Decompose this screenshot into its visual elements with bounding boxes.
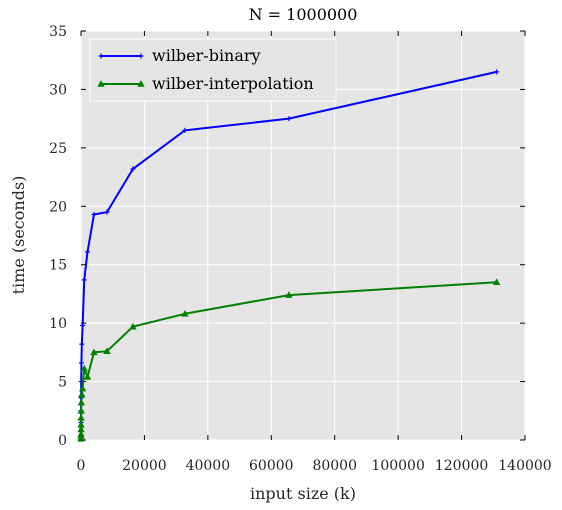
- y-tick-label: 0: [58, 433, 67, 449]
- legend-label-wilber-binary: wilber-binary: [152, 46, 261, 65]
- legend-marker-wilber-interpolation: [97, 80, 105, 87]
- data-point-wilber-binary: [81, 277, 87, 283]
- x-tick-label: 120000: [435, 458, 488, 474]
- data-point-wilber-binary: [79, 341, 85, 347]
- data-point-wilber-binary: [91, 211, 97, 217]
- data-point-wilber-binary: [286, 116, 292, 122]
- legend-marker-wilber-binary: [138, 53, 144, 59]
- y-tick-label: 30: [49, 82, 67, 98]
- data-point-wilber-binary: [78, 360, 84, 366]
- data-point-wilber-interpolation: [103, 347, 111, 354]
- series-layer: [77, 69, 501, 442]
- legend-box: [89, 38, 337, 102]
- axis-ticks: [80, 30, 526, 441]
- legend-entries: wilber-binary wilber-interpolation: [97, 46, 314, 93]
- data-point-wilber-interpolation: [80, 364, 88, 372]
- legend-label-wilber-interpolation: wilber-interpolation: [152, 74, 314, 93]
- data-point-wilber-interpolation: [181, 309, 189, 317]
- data-point-wilber-interpolation: [90, 348, 98, 356]
- y-tick-label: 35: [49, 24, 67, 40]
- legend-marker-wilber-binary: [98, 53, 104, 59]
- x-tick-label: 0: [77, 458, 86, 474]
- y-tick-label: 15: [49, 258, 67, 274]
- x-tick-label: 140000: [498, 458, 551, 474]
- data-point-wilber-binary: [182, 127, 188, 133]
- legend: wilber-binary wilber-interpolation: [89, 38, 337, 102]
- x-tick-label: 20000: [122, 458, 167, 474]
- y-tick-label: 10: [49, 316, 67, 332]
- data-point-wilber-interpolation: [78, 390, 86, 398]
- y-tick-label: 20: [49, 199, 67, 215]
- y-axis-label: time (seconds): [9, 176, 28, 295]
- x-tick-label: 100000: [371, 458, 424, 474]
- data-point-wilber-binary: [494, 69, 500, 75]
- data-point-wilber-interpolation: [78, 384, 87, 392]
- y-tick-labels: 0 5 10 15 20 25 30 35: [49, 24, 67, 449]
- data-point-wilber-interpolation: [285, 291, 293, 298]
- x-tick-label: 80000: [312, 458, 357, 474]
- data-point-wilber-interpolation: [77, 425, 85, 433]
- data-point-wilber-binary: [84, 249, 90, 255]
- x-tick-labels: 0 20000 40000 60000 80000 100000 120000 140000: [77, 458, 552, 474]
- data-point-wilber-interpolation: [77, 413, 85, 421]
- y-tick-label: 25: [49, 141, 67, 157]
- data-point-wilber-binary: [104, 209, 110, 215]
- data-point-wilber-interpolation: [77, 406, 85, 414]
- data-point-wilber-interpolation: [493, 278, 501, 286]
- data-point-wilber-interpolation: [77, 430, 85, 437]
- data-point-wilber-binary: [80, 322, 86, 328]
- legend-marker-wilber-interpolation: [137, 80, 145, 87]
- x-axis-label: input size (k): [250, 484, 356, 503]
- y-tick-label: 5: [58, 375, 67, 391]
- data-point-wilber-interpolation: [83, 373, 92, 380]
- data-point-wilber-interpolation: [77, 420, 85, 428]
- data-point-wilber-interpolation: [129, 322, 137, 330]
- chart-title: N = 1000000: [249, 5, 358, 24]
- data-point-wilber-binary: [130, 166, 136, 172]
- x-tick-label: 60000: [249, 458, 294, 474]
- data-point-wilber-interpolation: [77, 398, 86, 406]
- x-tick-label: 40000: [186, 458, 231, 474]
